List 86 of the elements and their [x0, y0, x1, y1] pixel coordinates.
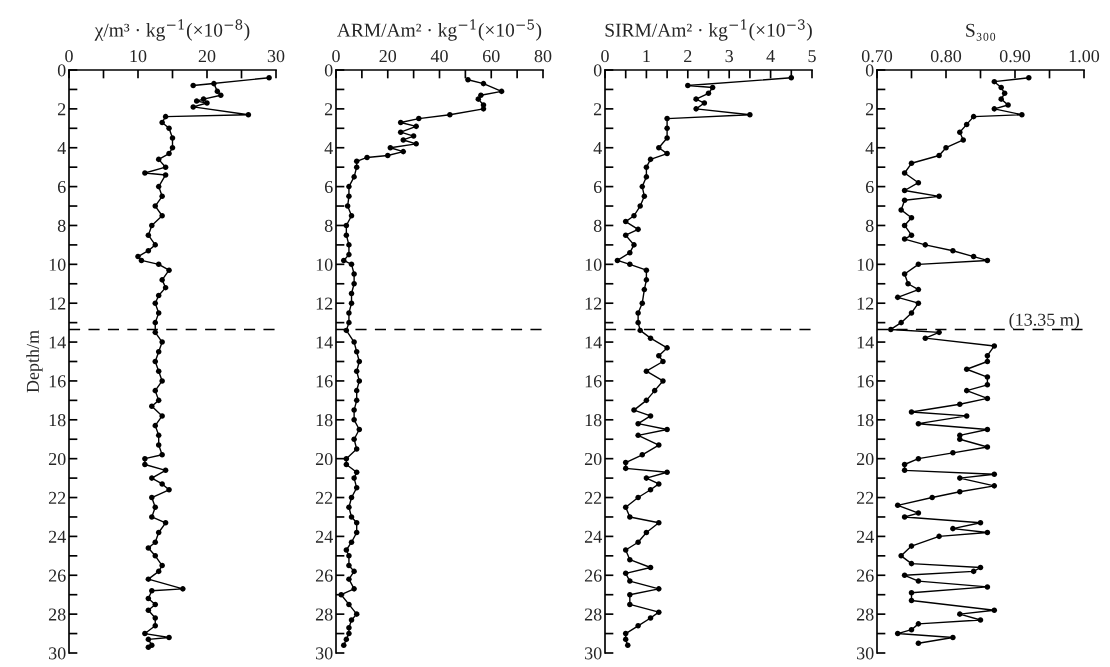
y-tick-label: 30 [585, 647, 602, 660]
y-tick-label: 16 [316, 375, 333, 388]
x-tick-label: 60 [483, 49, 500, 63]
y-tick-label: 10 [585, 258, 602, 271]
y-tick-label: 8 [324, 219, 333, 232]
y-tick-label: 12 [316, 297, 333, 310]
y-tick-label: 6 [57, 180, 66, 194]
y-tick-label: 0 [593, 64, 602, 77]
y-tick-label: 10 [316, 258, 333, 271]
y-tick-label: 6 [324, 180, 333, 194]
x-tick-label: 4 [766, 50, 775, 62]
chart-title: χ/m³ · kg$^{−1}$(×10$^{−8}$) [94, 19, 250, 41]
y-tick-label: 0 [57, 64, 66, 77]
y-tick-label: 24 [584, 530, 602, 543]
y-tick-label: 20 [856, 452, 874, 466]
y-tick-label: 16 [857, 375, 874, 388]
y-tick-label: 26 [856, 569, 874, 582]
y-tick-label: 22 [584, 491, 602, 504]
x-tick-label: 20 [379, 49, 397, 63]
y-tick-label: 6 [865, 180, 874, 194]
y-tick-label: 22 [48, 491, 66, 504]
y-tick-label: 26 [315, 569, 333, 582]
x-tick-label: 1.00 [1069, 49, 1100, 63]
y-tick-label: 0 [865, 64, 874, 77]
y-axis-title: Depth/m [26, 330, 43, 393]
y-tick-label: 14 [585, 336, 602, 349]
y-tick-label: 24 [48, 530, 66, 543]
y-tick-label: 18 [316, 414, 333, 427]
x-tick-label: 1 [643, 50, 650, 62]
y-tick-label: 20 [48, 452, 66, 466]
y-tick-label: 10 [49, 258, 66, 271]
y-tick-label: 8 [865, 219, 874, 232]
y-tick-label: 18 [857, 414, 874, 427]
x-tick-label: 80 [534, 49, 552, 63]
y-tick-label: 20 [315, 452, 333, 466]
y-tick-label: 26 [48, 569, 66, 582]
y-tick-label: 28 [856, 608, 874, 621]
y-tick-label: 14 [49, 336, 66, 349]
y-tick-label: 12 [857, 297, 874, 310]
ref-line-label: (13.35 m) [1009, 313, 1080, 330]
y-tick-label: 20 [584, 452, 602, 466]
y-tick-label: 4 [865, 142, 874, 154]
chart-title: SIRM/Am² · kg$^{−1}$(×10$^{−3}$) [605, 19, 812, 41]
y-tick-label: 0 [324, 64, 333, 77]
chart-title: ARM/Am² · kg$^{−1}$(×10$^{−5}$) [337, 19, 542, 41]
x-tick-label: 5 [808, 50, 816, 63]
x-tick-label: 0.70 [861, 49, 893, 63]
y-tick-label: 14 [857, 336, 874, 349]
y-tick-label: 4 [324, 142, 333, 154]
y-tick-label: 8 [57, 219, 66, 232]
x-tick-label: 30 [267, 49, 285, 63]
x-tick-label: 2 [684, 50, 692, 62]
y-tick-label: 16 [585, 375, 602, 388]
x-tick-label: 0.80 [930, 49, 962, 63]
y-tick-label: 8 [593, 219, 602, 232]
y-tick-label: 2 [324, 103, 333, 116]
x-tick-label: 20 [198, 49, 216, 63]
y-tick-label: 30 [316, 647, 333, 660]
y-tick-label: 18 [49, 414, 66, 427]
x-tick-label: 10 [130, 49, 147, 63]
y-tick-label: 28 [48, 608, 66, 621]
x-tick-label: 40 [430, 49, 448, 63]
y-tick-label: 30 [857, 647, 874, 660]
y-tick-label: 6 [593, 180, 602, 194]
y-tick-label: 14 [316, 336, 333, 349]
y-tick-label: 2 [865, 103, 874, 116]
y-tick-label: 24 [315, 530, 333, 543]
y-tick-label: 10 [857, 258, 874, 271]
y-tick-label: 22 [856, 491, 874, 504]
y-tick-label: 18 [585, 414, 602, 427]
y-tick-label: 4 [593, 142, 602, 154]
y-tick-label: 28 [315, 608, 333, 621]
y-tick-label: 2 [57, 103, 66, 116]
y-tick-label: 22 [315, 491, 333, 504]
y-tick-label: 16 [49, 375, 66, 388]
chart-title: S₃₀₀ [966, 23, 996, 41]
y-tick-label: 30 [49, 647, 66, 660]
y-tick-label: 4 [57, 142, 66, 154]
y-tick-label: 12 [49, 297, 66, 310]
y-tick-label: 28 [584, 608, 602, 621]
y-tick-label: 2 [593, 103, 602, 116]
y-tick-label: 12 [585, 297, 602, 310]
x-tick-label: 3 [725, 50, 734, 63]
x-tick-label: 0.90 [999, 49, 1031, 63]
y-tick-label: 26 [584, 569, 602, 582]
y-tick-label: 24 [856, 530, 874, 543]
